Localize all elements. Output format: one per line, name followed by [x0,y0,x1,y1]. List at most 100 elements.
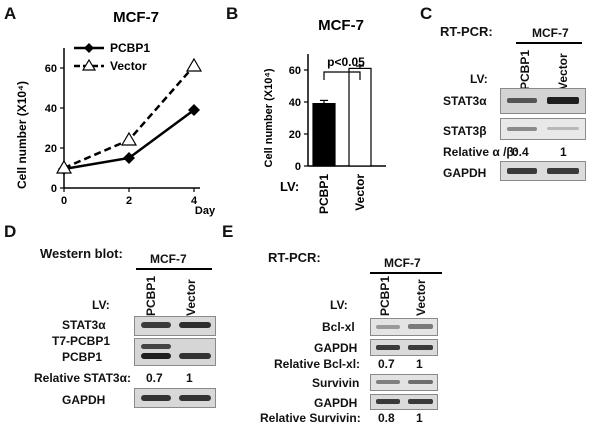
panel-c-gel-gapdh [500,161,586,181]
band [547,168,579,174]
panel-label-d: D [4,222,17,241]
band [376,399,400,404]
panel-label-a: A [4,4,17,23]
chart-a-legend-label: PCBP1 [110,41,150,55]
band [179,353,211,359]
panel-e-cell-line: MCF-7 [384,256,421,270]
chart-a-legend-marker [81,58,97,71]
chart-b-category-label: Vector [353,174,367,211]
chart-b-lv-label: LV: [280,179,299,194]
band [408,345,433,350]
band [547,97,579,104]
band [179,395,211,401]
panel-d-row-t7-pcbp1: T7-PCBP1 [52,334,111,348]
chart-a-xtick-label: 4 [191,195,198,207]
chart-b-bar-pcbp1 [312,102,336,167]
panel-d-row-stat3a: STAT3α [62,318,106,332]
panel-c-lane-vector: Vector [556,53,570,90]
band [507,168,537,174]
panel-e-divider [370,272,442,274]
panel-e-ratio1-vector: 1 [416,357,423,371]
panel-c-header: RT-PCR: [440,24,493,39]
chart-b-title: MCF-7 [318,17,364,34]
panel-d-blot-pcbp1 [134,338,216,366]
panel-d-blot-stat3a [134,316,216,336]
panel-c-row-gapdh: GAPDH [443,166,487,180]
panel-d-header: Western blot: [40,246,123,261]
chart-b-ylabel: Cell number (X10⁴) [263,68,275,167]
panel-c-lv-label: LV: [470,72,488,86]
band [179,322,211,328]
panel-c-row-stat3a: STAT3α [443,94,487,108]
panel-c-gel-stat3a [500,88,586,114]
chart-b-category-label: PCBP1 [317,174,331,214]
chart-b-ytick-label: 60 [289,65,301,77]
panel-label-b: B [226,4,239,23]
panel-e-lv-label: LV: [330,298,348,312]
chart-b-significance-bracket [323,71,361,80]
panel-e-row-bcl-xl: Bcl-xl [322,320,355,334]
panel-c-ratio-label: Relative α /β: [443,145,518,159]
panel-c-cell-line: MCF-7 [532,26,569,40]
panel-e-lane-pcbp1: PCBP1 [378,275,392,316]
chart-a-ytick-label: 0 [51,183,57,195]
panel-c-gel-stat3b [500,118,586,140]
panel-e-ratio2-pcbp1: 0.8 [378,411,395,425]
chart-a-ylabel: Cell number (X10⁴) [15,81,29,189]
panel-e-lane-vector: Vector [414,279,428,316]
panel-e-ratio1-label: Relative Bcl-xl: [274,357,361,371]
panel-c-lane-pcbp1: PCBP1 [518,49,532,90]
panel-d-ratio-pcbp1: 0.7 [146,371,163,385]
panel-d-lane-vector: Vector [184,279,198,316]
band [141,353,171,359]
chart-a-title: MCF-7 [113,9,159,26]
band [376,380,400,384]
chart-a-xtick-label: 2 [126,195,132,207]
band [507,98,537,103]
panel-label-e: E [222,222,234,241]
chart-a-legend-label: Vector [110,59,147,73]
chart-a-ytick-label: 60 [45,63,57,75]
chart-b-bar-vector [348,67,372,167]
panel-d-ratio-vector: 1 [186,371,193,385]
panel-d-ratio-label: Relative STAT3α: [34,371,131,385]
panel-c-divider [516,42,582,44]
chart-a-ytick-label: 40 [45,103,57,115]
panel-d-divider [136,268,212,270]
panel-c-ratio-pcbp1: 0.4 [512,145,529,159]
chart-a-ytick-label: 20 [45,143,57,155]
panel-d-cell-line: MCF-7 [150,252,187,266]
panel-d-lane-pcbp1: PCBP1 [144,275,158,316]
panel-d-row-gapdh: GAPDH [62,393,106,407]
panel-c-ratio-vector: 1 [560,145,567,159]
chart-a-legend-marker [84,43,94,53]
chart-a-xlabel: Day [195,205,216,217]
band [141,344,171,349]
panel-a-line-chart: MCF-7 Cell number (X10⁴) Day 0 20 40 60 0 2 4 P… [15,9,216,217]
panel-e-gel-bcl-xl [370,318,438,336]
band [141,322,171,328]
band [376,345,400,350]
panel-c-row-stat3b: STAT3β [443,124,487,138]
panel-e-gel-gapdh-2 [370,394,438,410]
band [507,127,537,131]
band [408,380,433,384]
band [376,325,400,329]
band [141,395,171,401]
panel-e-gel-survivin [370,374,438,391]
chart-a-point-pcbp1 [123,152,135,164]
band [408,399,433,404]
chart-b-annotation: p<0.05 [327,55,365,69]
chart-a-xtick-label: 0 [61,195,67,207]
panel-d-blot-gapdh [134,388,216,408]
band [408,324,433,329]
panel-e-row-survivin: Survivin [312,376,360,390]
panel-e-ratio2-label: Relative Survivin: [260,411,361,425]
panel-e-row-gapdh-1: GAPDH [314,341,358,355]
panel-e-gel-gapdh-1 [370,339,438,356]
panel-d-row-pcbp1: PCBP1 [62,350,103,364]
chart-b-ytick-label: 20 [289,129,301,141]
band [547,127,579,130]
panel-b-bar-chart: MCF-7 Cell number (X10⁴) p<0.05 LV: 0 20 4… [263,17,386,214]
panel-e-ratio1-pcbp1: 0.7 [378,357,395,371]
